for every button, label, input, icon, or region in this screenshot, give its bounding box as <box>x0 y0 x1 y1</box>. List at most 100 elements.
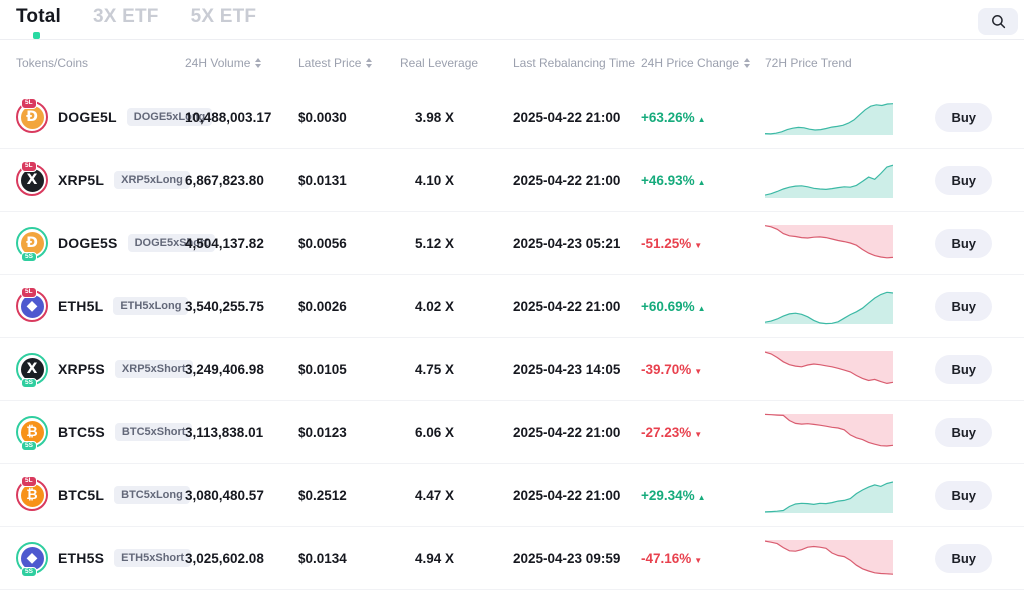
table-row-eth5s[interactable]: ◆ 5S ETH5S ETH5xShort 3,025,602.08 $0.0134 4.9… <box>0 527 1024 590</box>
leverage-side-badge: 5L <box>21 161 37 172</box>
price-change-value: +46.93% ▲ <box>641 173 765 188</box>
table-row-doge5l[interactable]: Ð 5L DOGE5L DOGE5xLong 10,488,003.17 $0.0030 3… <box>0 86 1024 149</box>
rebalancing-time-value: 2025-04-22 21:00 <box>513 298 621 314</box>
token-cell: ₿ 5L BTC5L BTC5xLong <box>16 476 190 511</box>
price-change-text: -27.23% <box>641 424 692 440</box>
token-cell: Ð 5L DOGE5L DOGE5xLong <box>16 98 213 133</box>
leverage-side-badge: 5S <box>21 251 37 262</box>
table-row-xrp5s[interactable]: X 5S XRP5S XRP5xShort 3,249,406.98 $0.0105 4.7… <box>0 338 1024 401</box>
tab-3x-etf[interactable]: 3X ETF <box>93 6 159 42</box>
rebalancing-time-value: 2025-04-22 21:00 <box>513 424 621 440</box>
leverage-side-badge: 5L <box>21 287 37 298</box>
leverage-side-badge: 5S <box>21 440 37 451</box>
column-label: 24H Price Change <box>641 56 740 70</box>
buy-button[interactable]: Buy <box>935 228 992 258</box>
leverage-side-badge: 5L <box>21 476 37 487</box>
price-trend-chart <box>765 97 930 137</box>
volume-value: 4,504,137.82 <box>185 235 264 251</box>
real-leverage-value: 4.02 X <box>415 298 455 314</box>
buy-button[interactable]: Buy <box>935 354 992 384</box>
price-trend-chart <box>765 349 930 389</box>
token-tag: DOGE5xShort <box>127 234 215 252</box>
column-header-real-leverage: Real Leverage <box>400 56 513 70</box>
eth-logo-icon: ◆ <box>19 293 45 319</box>
buy-button[interactable]: Buy <box>935 543 992 573</box>
real-leverage-value: 4.47 X <box>415 487 455 503</box>
buy-cell: Buy <box>935 354 1008 384</box>
price-change-text: +29.34% <box>641 487 695 503</box>
table-row-eth5l[interactable]: ◆ 5L ETH5L ETH5xLong 3,540,255.75 $0.0026 4.02… <box>0 275 1024 338</box>
tab-total[interactable]: Total <box>16 6 61 42</box>
column-label: Last Rebalancing Time <box>513 56 636 70</box>
coin-icon-doge5l: Ð 5L <box>16 98 48 133</box>
price-trend-chart <box>765 475 930 515</box>
arrow-down-icon: ▼ <box>694 429 703 439</box>
real-leverage-value: 3.98 X <box>415 109 455 125</box>
btc-logo-icon: ₿ <box>19 419 45 445</box>
rebalancing-time-value: 2025-04-23 05:21 <box>513 235 621 251</box>
buy-button[interactable]: Buy <box>935 417 992 447</box>
price-change-value: -27.23% ▼ <box>641 425 765 440</box>
leverage-side-badge: 5S <box>21 566 37 577</box>
column-header-24h-price-change[interactable]: 24H Price Change <box>641 56 765 70</box>
coin-icon-eth5l: ◆ 5L <box>16 287 48 322</box>
latest-price-value: $0.0056 <box>298 235 347 251</box>
column-header-latest-price[interactable]: Latest Price <box>298 56 400 70</box>
leverage-side-badge: 5S <box>21 377 37 388</box>
volume-value: 3,113,838.01 <box>185 424 264 440</box>
latest-price-value: $0.0105 <box>298 361 347 377</box>
coin-icon-xrp5l: X 5L <box>16 161 48 196</box>
coin-icon-btc5l: ₿ 5L <box>16 476 48 511</box>
column-header-72h-price-trend: 72H Price Trend <box>765 56 930 70</box>
rebalancing-time-value: 2025-04-23 09:59 <box>513 550 621 566</box>
token-tag: ETH5xShort <box>114 549 192 567</box>
arrow-up-icon: ▲ <box>697 177 706 187</box>
search-icon <box>991 15 1005 29</box>
sort-icon <box>255 58 262 68</box>
token-cell: Ð 5S DOGE5S DOGE5xShort <box>16 227 215 262</box>
buy-cell: Buy <box>935 165 1008 195</box>
coin-icon-btc5s: ₿ 5S <box>16 416 48 451</box>
buy-cell: Buy <box>935 291 1008 321</box>
table-row-xrp5l[interactable]: X 5L XRP5L XRP5xLong 6,867,823.80 $0.0131 4.10… <box>0 149 1024 212</box>
price-change-text: -47.16% <box>641 550 692 566</box>
price-change-text: +60.69% <box>641 298 695 314</box>
latest-price-value: $0.0030 <box>298 109 347 125</box>
buy-cell: Buy <box>935 102 1008 132</box>
real-leverage-value: 6.06 X <box>415 424 455 440</box>
token-name: ETH5S <box>58 550 105 566</box>
column-header-24h-volume[interactable]: 24H Volume <box>185 56 298 70</box>
column-label: 72H Price Trend <box>765 56 852 70</box>
search-button[interactable] <box>978 8 1018 35</box>
tab-5x-etf[interactable]: 5X ETF <box>191 6 257 42</box>
token-tag: DOGE5xLong <box>126 108 213 126</box>
arrow-down-icon: ▼ <box>694 555 703 565</box>
column-label: Tokens/Coins <box>16 56 89 70</box>
real-leverage-value: 4.94 X <box>415 550 455 566</box>
coin-icon-doge5s: Ð 5S <box>16 227 48 262</box>
table-row-btc5l[interactable]: ₿ 5L BTC5L BTC5xLong 3,080,480.57 $0.2512 4.47… <box>0 464 1024 527</box>
column-label: 24H Volume <box>185 56 251 70</box>
buy-cell: Buy <box>935 417 1008 447</box>
price-trend-chart <box>765 412 930 452</box>
column-label: Latest Price <box>298 56 362 70</box>
token-tag: XRP5xLong <box>114 171 190 189</box>
price-change-value: -47.16% ▼ <box>641 551 765 566</box>
buy-button[interactable]: Buy <box>935 165 992 195</box>
real-leverage-value: 5.12 X <box>415 235 455 251</box>
tab-label: 5X ETF <box>190 6 257 27</box>
rebalancing-time-value: 2025-04-23 14:05 <box>513 361 621 377</box>
buy-button[interactable]: Buy <box>935 102 992 132</box>
table-row-btc5s[interactable]: ₿ 5S BTC5S BTC5xShort 3,113,838.01 $0.0123 6.0… <box>0 401 1024 464</box>
rebalancing-time-value: 2025-04-22 21:00 <box>513 172 621 188</box>
coin-icon-eth5s: ◆ 5S <box>16 542 48 577</box>
buy-button[interactable]: Buy <box>935 291 992 321</box>
buy-cell: Buy <box>935 228 1008 258</box>
table-row-doge5s[interactable]: Ð 5S DOGE5S DOGE5xShort 4,504,137.82 $0.0056 5… <box>0 212 1024 275</box>
token-cell: X 5S XRP5S XRP5xShort <box>16 353 193 388</box>
volume-value: 3,025,602.08 <box>185 550 264 566</box>
token-cell: ₿ 5S BTC5S BTC5xShort <box>16 416 193 451</box>
price-trend-chart <box>765 286 930 326</box>
buy-button[interactable]: Buy <box>935 480 992 510</box>
token-cell: ◆ 5S ETH5S ETH5xShort <box>16 542 192 577</box>
